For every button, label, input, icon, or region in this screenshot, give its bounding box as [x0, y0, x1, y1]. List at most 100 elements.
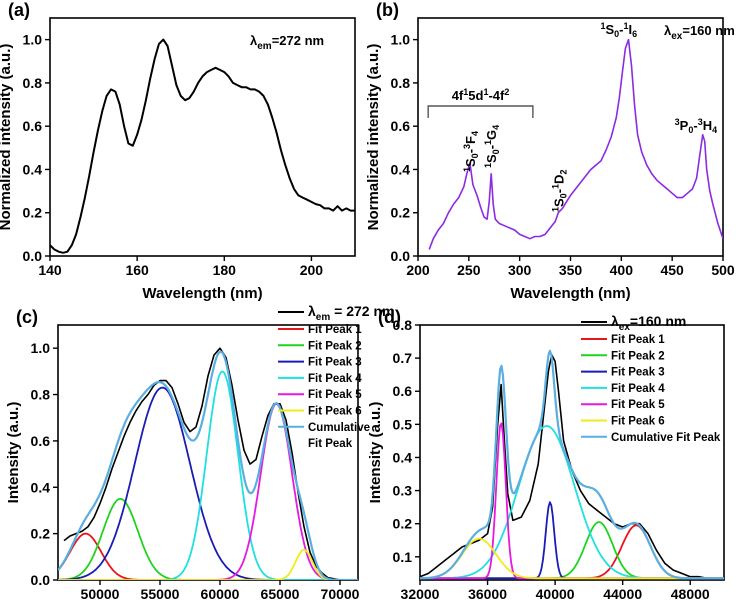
series-line-emission-spectrum [428, 38, 723, 250]
y-tick-label: 0.4 [391, 161, 411, 177]
x-tick-label: 60000 [201, 586, 240, 602]
y-tick-label: 0.2 [391, 205, 411, 221]
y-tick-label: 0.7 [393, 350, 413, 366]
panel-b: 200 250 300 350 400 450 500 0.0 0.2 0.4 0.6 0.8 1.0 W… [365, 0, 735, 302]
panel-label: (b) [376, 0, 399, 20]
transition-bracket [427, 105, 534, 118]
plot-frame-a [49, 17, 356, 257]
y-tick-label: 0.2 [393, 516, 413, 532]
legend-entry: Fit Peak 3 [308, 357, 362, 369]
series-line-fit-peak-1 [58, 532, 358, 580]
y-tick-label: 1.0 [31, 340, 51, 356]
transition-label-3H4: 3P0-3H4 [675, 117, 717, 135]
panel-label: (a) [8, 0, 30, 20]
legend-entry: Cumulative [308, 422, 370, 434]
series-line-fit-peak-4 [58, 370, 358, 580]
y-tick-label: 0.6 [391, 118, 411, 134]
legend-title: λex=160 nm [611, 313, 686, 333]
legend-title: λem = 272 nm [308, 303, 394, 323]
panel-a: 140 160 180 200 0.0 0.2 0.4 0.6 0.8 1.0 Wavelength… [0, 0, 356, 302]
series-line-fit-peak-4 [420, 425, 724, 580]
y-tick-label: 0.6 [31, 433, 51, 449]
y-tick-label: 0.6 [23, 118, 43, 134]
x-tick-label: 55000 [141, 586, 180, 602]
series-line-fit-peak-3 [58, 386, 358, 580]
y-tick-label: 0.1 [393, 549, 413, 565]
legend-entry: Cumulative Fit Peak [611, 432, 721, 444]
y-axis-title: Normalized intensity (a.u.) [0, 44, 14, 231]
y-tick-label: 0.4 [23, 161, 43, 177]
series-line-excitation-spectrum [50, 38, 355, 254]
legend-entry: Fit Peak 2 [308, 340, 362, 352]
y-axis-title: Normalized intensity (a.u.) [365, 44, 382, 231]
y-tick-label: 0.2 [31, 526, 51, 542]
y-tick-label: 0.0 [391, 248, 411, 264]
y-tick-label: 0.8 [391, 75, 411, 91]
x-tick-label: 180 [213, 262, 237, 278]
y-tick-label: 0.8 [393, 317, 413, 333]
x-tick-label: 36000 [468, 586, 507, 602]
plot-area-b [428, 38, 723, 250]
y-tick-label: 0.8 [23, 75, 43, 91]
legend-entry: Fit Peak 4 [611, 383, 665, 395]
y-tick-label: 0.6 [393, 383, 413, 399]
plot-area-c [58, 347, 358, 580]
x-tick-label: 250 [457, 262, 481, 278]
x-tick-label: 44000 [603, 586, 642, 602]
y-tick-label: 0.4 [393, 449, 413, 465]
lambda-ex-annotation: λex=160 nm [664, 23, 735, 42]
transition-label-1D2: 1S0-1D2 [550, 170, 568, 212]
configuration-label: 4f15d1-4f2 [452, 87, 510, 103]
series-line-fit-peak-3 [420, 501, 724, 580]
x-tick-label: 160 [125, 262, 149, 278]
x-tick-label: 70000 [321, 586, 360, 602]
x-tick-label: 400 [610, 262, 634, 278]
y-tick-label: 0.3 [393, 483, 413, 499]
x-tick-label: 40000 [536, 586, 575, 602]
y-tick-label: 0.8 [31, 387, 51, 403]
series-line-fit-peak-6 [58, 549, 358, 580]
x-tick-label: 48000 [671, 586, 710, 602]
y-tick-label: 0.0 [23, 248, 43, 264]
legend-entry: Fit Peak 5 [611, 399, 665, 411]
series-line-cumulative-fit-peak [420, 349, 724, 580]
y-axis-title: Intensity (a.u.) [5, 402, 22, 504]
y-axis-title: Intensity (a.u.) [367, 402, 384, 504]
x-tick-label: 32000 [401, 586, 440, 602]
legend-entry: Fit Peak 5 [308, 389, 362, 401]
series-line-fit-peak-2 [58, 497, 358, 580]
x-tick-label: 350 [559, 262, 583, 278]
x-tick-label: 200 [406, 262, 430, 278]
legend-entry: Fit Peak 3 [611, 367, 665, 379]
x-tick-label: 140 [38, 262, 62, 278]
legend-entry: Fit Peak 4 [308, 373, 362, 385]
legend-entry: Fit Peak 1 [308, 324, 362, 336]
plot-frame-d [419, 324, 725, 581]
y-tick-label: 0.2 [23, 205, 43, 221]
legend-entry: Fit Peak 6 [308, 406, 362, 418]
y-tick-label: 1.0 [391, 32, 411, 48]
x-axis-title: Wavelength (nm) [142, 285, 262, 302]
x-tick-label: 300 [508, 262, 532, 278]
legend-entry: Fit Peak [308, 438, 353, 450]
x-tick-label: 500 [711, 262, 735, 278]
x-tick-label: 450 [660, 262, 684, 278]
legend-entry: Fit Peak 1 [611, 334, 665, 346]
y-tick-label: 1.0 [23, 32, 43, 48]
plot-area-a [50, 38, 355, 254]
x-tick-label: 65000 [261, 586, 300, 602]
measured-spectrum-line [63, 347, 341, 580]
legend-entry: Fit Peak 2 [611, 350, 665, 362]
x-tick-label: 50000 [81, 586, 120, 602]
panel-c: 50000 55000 60000 65000 70000 0.0 0.2 0.4 0.6 0.8… [5, 303, 394, 609]
panel-d: 32000 36000 40000 44000 48000 0.1 0.2 0.3 0.4 0.5… [367, 307, 725, 609]
y-tick-label: 0.5 [393, 416, 413, 432]
transition-label-1I6: 1S0-1I6 [600, 21, 637, 39]
series-line-fit-peak-5 [420, 422, 724, 580]
plot-area-d [420, 349, 724, 580]
series-line-fit-peak-5 [58, 402, 358, 580]
x-tick-label: 200 [300, 262, 324, 278]
measured-spectrum-line [420, 353, 724, 580]
